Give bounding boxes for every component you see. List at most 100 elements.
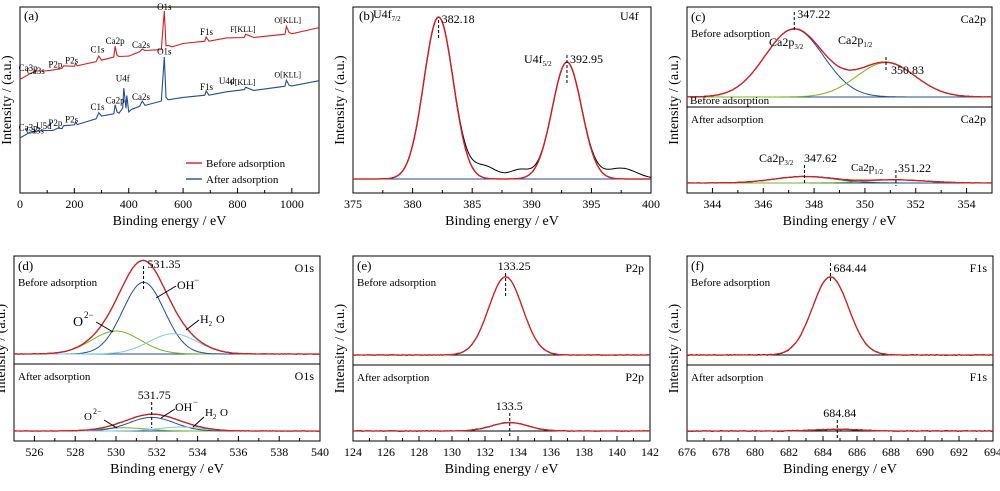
peak-value: 347.62 (804, 151, 837, 165)
peak-annotation: O1s (157, 2, 172, 12)
element-label: P2p (625, 261, 644, 275)
label-base: H (205, 407, 213, 419)
component-curve (14, 333, 320, 355)
peak-value: 382.18 (442, 12, 475, 26)
x-tick-label: 538 (270, 445, 288, 459)
fitted-envelope (353, 421, 650, 432)
species-h2o-o: O (220, 407, 228, 419)
state-label: After adsorption (691, 372, 764, 384)
peak-annotation: Ca2s (132, 40, 150, 50)
fitted-envelope (353, 276, 650, 356)
label-sub: 7/2 (392, 15, 401, 23)
species-h2o: H2 (205, 407, 217, 421)
y-axis-label: Intensity / (a.u.) (0, 303, 9, 393)
peak-annotation: P2p (48, 118, 63, 128)
x-tick-label: 126 (377, 445, 395, 459)
peak-annotation: Ca3p (19, 123, 38, 133)
x-tick-label: 526 (25, 445, 43, 459)
species-oh-charge: − (193, 397, 198, 407)
x-tick-label: 346 (754, 197, 772, 211)
species-oh: OH (177, 278, 195, 292)
peak-annotation: U4f (116, 73, 130, 83)
x-tick-label: 528 (66, 445, 84, 459)
label-base: Ca2p (838, 33, 863, 47)
x-tick-label: 124 (344, 445, 362, 459)
x-axis-label: Binding energy / eV (113, 214, 227, 229)
panel-label: (d) (18, 258, 33, 273)
label-sub: 5/2 (543, 60, 552, 68)
peak-annotation: F1s (200, 82, 214, 92)
peak-annotation: Ca2p (106, 96, 125, 106)
x-tick-label: 130 (443, 445, 461, 459)
state-label: After adsorption (691, 114, 764, 126)
x-tick-label: 400 (642, 197, 660, 211)
x-axis-label: Binding energy / eV (445, 462, 559, 477)
label-sub: 2 (213, 413, 217, 421)
y-axis-label: Intensity / (a.u.) (333, 55, 348, 145)
x-tick-label: 350 (856, 197, 874, 211)
fitted-envelope (14, 413, 320, 432)
plot-frame (352, 6, 652, 194)
label-sub: 1/2 (863, 41, 872, 49)
legend-label-before: Before adsorption (206, 158, 286, 170)
peak-annotation: C1s (90, 45, 105, 55)
x-tick-label: 385 (463, 197, 481, 211)
panel-label: (e) (357, 258, 371, 273)
peak-value: 351.22 (898, 161, 931, 175)
peak-name-u4f52: U4f5/2 (524, 52, 552, 68)
species-oh: OH (175, 400, 193, 414)
species-arrow (103, 419, 118, 429)
peak-name: Ca2p3/2 (759, 151, 794, 167)
element-label: Ca2p (961, 112, 986, 126)
peak-annotation: F[KLL] (230, 78, 256, 87)
survey-line-after (19, 56, 320, 139)
panel-label: (b) (359, 8, 374, 23)
component-curve (14, 416, 320, 432)
label-sub: 3/2 (784, 159, 793, 167)
species-arrow (155, 285, 177, 299)
peak-value: 392.95 (570, 52, 603, 66)
x-tick-label: 536 (229, 445, 247, 459)
x-axis-label: Binding energy / eV (783, 214, 897, 229)
x-tick-label: 800 (228, 197, 246, 211)
plot-frame (13, 255, 321, 442)
x-tick-label: 676 (678, 445, 696, 459)
peak-value: 684.44 (833, 261, 866, 275)
peak-annotation: O[KLL] (274, 16, 301, 25)
state-label: After adsorption (18, 371, 91, 383)
x-tick-label: 600 (174, 197, 192, 211)
peak-name: Ca2p1/2 (851, 162, 884, 176)
x-tick-label: 140 (608, 445, 626, 459)
x-tick-label: 680 (746, 445, 764, 459)
x-axis-label: Binding energy / eV (445, 214, 559, 229)
x-tick-label: 128 (410, 445, 428, 459)
peak-annotation: Ca2s (132, 92, 150, 102)
peak-annotation: O[KLL] (274, 71, 301, 80)
x-tick-label: 380 (404, 197, 422, 211)
x-tick-label: 686 (848, 445, 866, 459)
x-tick-label: 142 (641, 445, 659, 459)
panel-label: (a) (24, 8, 38, 23)
peak-value: 531.75 (138, 388, 171, 402)
fitted-envelope (353, 16, 651, 180)
element-label: O1s (295, 369, 315, 383)
x-tick-label: 1000 (280, 197, 304, 211)
x-tick-label: 395 (582, 197, 600, 211)
x-tick-label: 0 (17, 197, 23, 211)
x-tick-label: 694 (984, 445, 1000, 459)
fitted-envelope (687, 276, 993, 356)
peak-annotation: F1s (200, 27, 214, 37)
element-label: P2p (625, 370, 644, 384)
y-axis-label: Intensity / (a.u.) (0, 55, 15, 145)
species-h2o: H2 (200, 312, 213, 328)
x-tick-label: 540 (311, 445, 329, 459)
fitted-envelope (687, 28, 993, 98)
x-tick-label: 690 (916, 445, 934, 459)
x-tick-label: 352 (907, 197, 925, 211)
x-tick-label: 136 (542, 445, 560, 459)
species-h2o-o: O (216, 312, 225, 326)
peak-annotation: P2s (65, 114, 79, 124)
label-base: Ca2p (851, 162, 875, 174)
state-label: Before adsorption (691, 277, 771, 289)
